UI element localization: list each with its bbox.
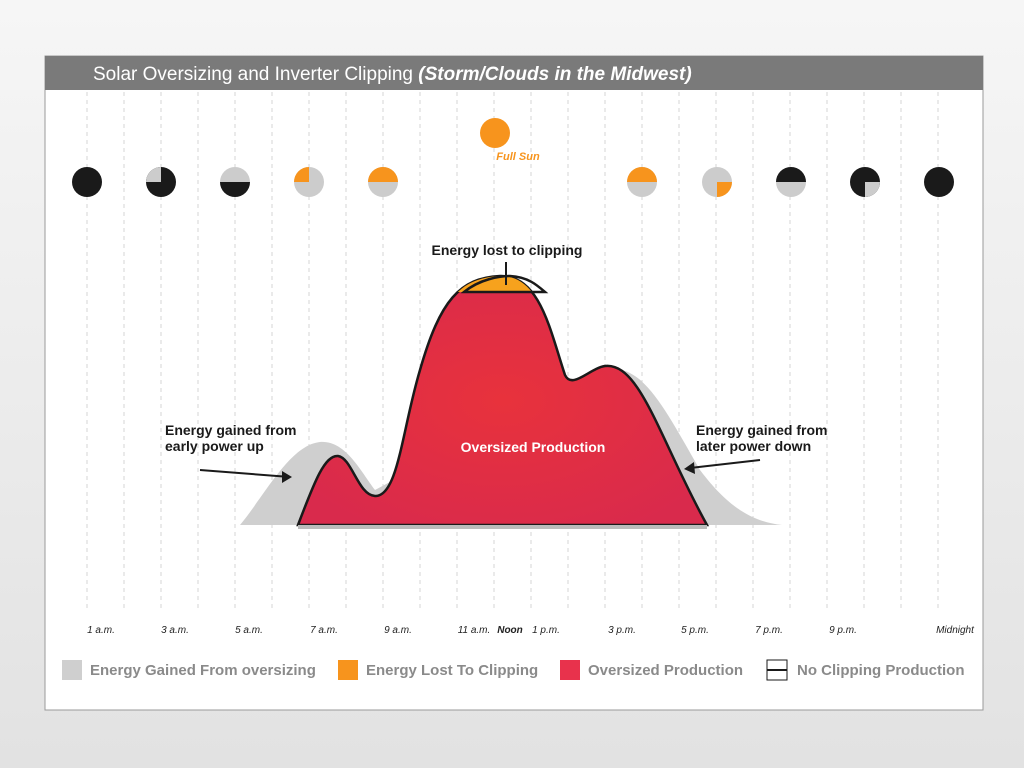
time-label: 1 p.m. [532,625,560,636]
legend-swatch [62,660,82,680]
early-label-1: Energy gained from [165,422,296,438]
sun-icons [72,118,954,197]
time-axis: 1 a.m. 3 a.m. 5 a.m. 7 a.m. 9 a.m. 11 a.… [87,625,975,636]
time-label: 7 a.m. [310,625,338,636]
time-label: Midnight [936,625,975,636]
clipping-label: Energy lost to clipping [432,242,583,258]
late-label-1: Energy gained from [696,422,827,438]
time-label: 9 p.m. [829,625,857,636]
legend-label: Energy Lost To Clipping [366,662,538,679]
title-emphasis: (Storm/Clouds in the Midwest) [418,64,691,85]
production-label: Oversized Production [461,439,606,455]
time-label: 5 a.m. [235,625,263,636]
legend-label: No Clipping Production [797,662,964,679]
time-label: Noon [497,625,523,636]
legend-swatch [560,660,580,680]
late-label-2: later power down [696,438,811,454]
legend-label: Oversized Production [588,662,743,679]
full-sun-label: Full Sun [496,151,540,163]
production-graphic [199,262,782,529]
title-main: Solar Oversizing and Inverter Clipping [93,64,413,85]
legend: Energy Gained From oversizing Energy Los… [62,659,964,681]
title: Solar Oversizing and Inverter Clipping (… [93,64,692,85]
time-label: 7 p.m. [755,625,783,636]
time-label: 9 a.m. [384,625,412,636]
early-label-2: early power up [165,438,264,454]
header-bar [45,56,983,90]
time-label: 1 a.m. [87,625,115,636]
time-label: 11 a.m. [458,625,491,636]
time-label: 5 p.m. [681,625,709,636]
legend-swatch [338,660,358,680]
legend-label: Energy Gained From oversizing [90,662,316,679]
time-label: 3 a.m. [161,625,189,636]
time-label: 3 p.m. [608,625,636,636]
